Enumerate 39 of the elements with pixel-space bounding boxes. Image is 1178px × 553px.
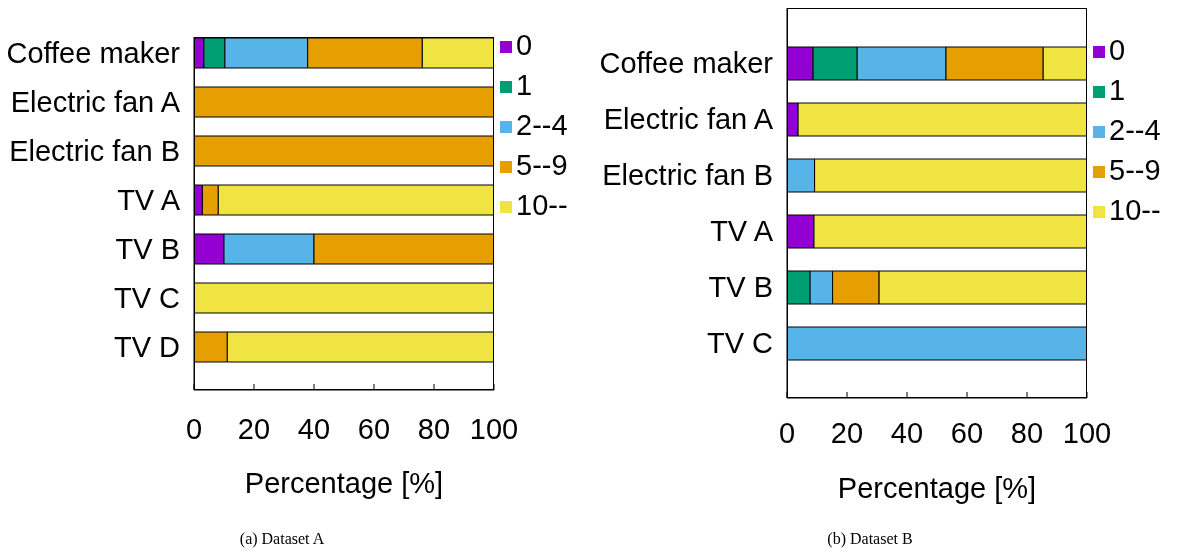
- x-axis-title: Percentage [%]: [837, 472, 1037, 504]
- y-tick-label: Electric fan B: [9, 134, 180, 167]
- y-tick-label: Electric fan A: [603, 103, 774, 136]
- legend-label: 10--: [516, 189, 568, 221]
- y-tick-label: Electric fan B: [602, 159, 773, 192]
- legend-label: 2--4: [516, 109, 568, 141]
- y-tick-label: TV C: [113, 281, 180, 314]
- x-tick-label: 80: [1010, 416, 1044, 449]
- y-tick-label: TV A: [117, 183, 181, 216]
- x-tick-label: 60: [357, 412, 391, 445]
- legend-label: 0: [516, 29, 533, 61]
- x-tick-label: 60: [950, 416, 984, 449]
- x-tick-label: 20: [830, 416, 864, 449]
- text: (a) Dataset A: [238, 530, 326, 548]
- legend-label: 0: [1109, 34, 1126, 66]
- y-tick-label: TV C: [706, 327, 773, 360]
- y-tick-label: TV A: [710, 215, 774, 248]
- y-tick-label: TV B: [115, 232, 180, 265]
- x-tick-label: 40: [890, 416, 924, 449]
- x-tick-label: 0: [185, 412, 203, 445]
- legend-label: 1: [1109, 74, 1126, 106]
- x-tick-label: 100: [469, 412, 519, 445]
- legend-label: 5--9: [516, 149, 568, 181]
- text: (b) Dataset B: [826, 530, 914, 548]
- legend-label: 1: [516, 69, 533, 101]
- legend-label: 2--4: [1109, 114, 1161, 146]
- x-tick-label: 80: [417, 412, 451, 445]
- x-tick-label: 0: [778, 416, 796, 449]
- y-tick-label: TV D: [113, 330, 180, 363]
- y-tick-label: TV B: [708, 271, 773, 304]
- x-axis-title: Percentage [%]: [244, 467, 444, 499]
- x-tick-label: 100: [1062, 416, 1112, 449]
- y-tick-label: Electric fan A: [10, 85, 181, 118]
- x-tick-label: 20: [237, 412, 271, 445]
- legend-label: 5--9: [1109, 154, 1161, 186]
- legend-label: 10--: [1109, 194, 1161, 226]
- y-tick-label: Coffee maker: [599, 47, 774, 80]
- y-tick-label: Coffee maker: [6, 36, 181, 69]
- x-tick-label: 40: [297, 412, 331, 445]
